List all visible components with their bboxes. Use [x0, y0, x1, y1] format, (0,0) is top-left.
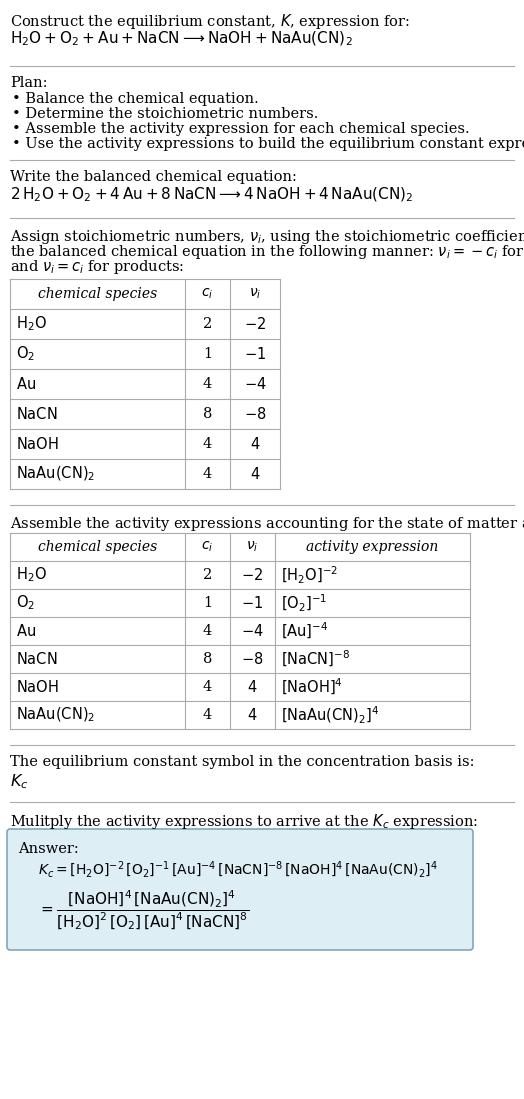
Text: $\mathrm{H_2O + O_2 + Au + NaCN} \longrightarrow \mathrm{NaOH + NaAu(CN)_2}$: $\mathrm{H_2O + O_2 + Au + NaCN} \longri… [10, 30, 353, 48]
Text: $\nu_i$: $\nu_i$ [246, 540, 259, 554]
Text: $\mathrm{O_2}$: $\mathrm{O_2}$ [16, 593, 35, 612]
Text: activity expression: activity expression [307, 540, 439, 554]
Text: $\mathrm{Au}$: $\mathrm{Au}$ [16, 623, 36, 639]
Text: $-2$: $-2$ [242, 567, 264, 582]
Text: chemical species: chemical species [38, 287, 157, 301]
Text: 4: 4 [203, 624, 212, 639]
Text: The equilibrium constant symbol in the concentration basis is:: The equilibrium constant symbol in the c… [10, 755, 475, 769]
Text: • Use the activity expressions to build the equilibrium constant expression.: • Use the activity expressions to build … [12, 137, 524, 151]
Text: $-8$: $-8$ [241, 651, 264, 667]
Text: $4$: $4$ [250, 466, 260, 482]
Text: $= \dfrac{[\mathrm{NaOH}]^{4}\,[\mathrm{NaAu(CN)_2}]^{4}}{[\mathrm{H_2O}]^{2}\,[: $= \dfrac{[\mathrm{NaOH}]^{4}\,[\mathrm{… [38, 888, 249, 932]
Text: $\mathrm{NaCN}$: $\mathrm{NaCN}$ [16, 406, 58, 422]
Text: $4$: $4$ [247, 707, 258, 723]
Text: $\nu_i$: $\nu_i$ [249, 287, 261, 301]
Text: $\mathrm{H_2O}$: $\mathrm{H_2O}$ [16, 566, 47, 585]
Text: $[\mathrm{NaOH}]^{4}$: $[\mathrm{NaOH}]^{4}$ [281, 677, 343, 697]
Text: • Assemble the activity expression for each chemical species.: • Assemble the activity expression for e… [12, 122, 470, 136]
Text: $\mathrm{H_2O}$: $\mathrm{H_2O}$ [16, 314, 47, 333]
Text: $\mathrm{NaOH}$: $\mathrm{NaOH}$ [16, 679, 59, 695]
Text: Construct the equilibrium constant, $K$, expression for:: Construct the equilibrium constant, $K$,… [10, 12, 410, 31]
Text: 4: 4 [203, 708, 212, 722]
Text: chemical species: chemical species [38, 540, 157, 554]
Text: $-4$: $-4$ [241, 623, 264, 639]
Text: $\mathrm{2\,H_2O + O_2 + 4\,Au + 8\,NaCN} \longrightarrow \mathrm{4\,NaOH + 4\,N: $\mathrm{2\,H_2O + O_2 + 4\,Au + 8\,NaCN… [10, 186, 413, 204]
Text: $c_i$: $c_i$ [201, 287, 214, 301]
Text: $K_c = [\mathrm{H_2O}]^{-2}\,[\mathrm{O_2}]^{-1}\,[\mathrm{Au}]^{-4}\,[\mathrm{N: $K_c = [\mathrm{H_2O}]^{-2}\,[\mathrm{O_… [38, 861, 438, 880]
Text: 4: 4 [203, 467, 212, 481]
Text: $-1$: $-1$ [244, 346, 266, 362]
Text: $c_i$: $c_i$ [201, 540, 214, 554]
Text: $\mathrm{O_2}$: $\mathrm{O_2}$ [16, 345, 35, 364]
Text: 8: 8 [203, 652, 212, 666]
Text: 1: 1 [203, 347, 212, 360]
Text: $[\mathrm{Au}]^{-4}$: $[\mathrm{Au}]^{-4}$ [281, 621, 329, 641]
Text: $\mathrm{NaAu(CN)_2}$: $\mathrm{NaAu(CN)_2}$ [16, 465, 95, 484]
Text: 4: 4 [203, 680, 212, 693]
Text: 4: 4 [203, 437, 212, 451]
FancyBboxPatch shape [7, 829, 473, 950]
Text: $\mathrm{NaAu(CN)_2}$: $\mathrm{NaAu(CN)_2}$ [16, 706, 95, 724]
Text: Assemble the activity expressions accounting for the state of matter and $\nu_i$: Assemble the activity expressions accoun… [10, 515, 524, 533]
Text: $-1$: $-1$ [242, 595, 264, 611]
Text: 4: 4 [203, 377, 212, 391]
Text: 8: 8 [203, 407, 212, 421]
Text: $\mathrm{Au}$: $\mathrm{Au}$ [16, 376, 36, 392]
Text: Mulitply the activity expressions to arrive at the $K_c$ expression:: Mulitply the activity expressions to arr… [10, 812, 478, 831]
Text: Write the balanced chemical equation:: Write the balanced chemical equation: [10, 170, 297, 184]
Text: $-2$: $-2$ [244, 317, 266, 332]
Text: $K_c$: $K_c$ [10, 771, 28, 790]
Text: • Determine the stoichiometric numbers.: • Determine the stoichiometric numbers. [12, 107, 319, 121]
Text: • Balance the chemical equation.: • Balance the chemical equation. [12, 92, 259, 106]
Text: and $\nu_i = c_i$ for products:: and $\nu_i = c_i$ for products: [10, 258, 184, 276]
Text: 2: 2 [203, 568, 212, 582]
Text: $4$: $4$ [250, 436, 260, 452]
Text: $[\mathrm{NaCN}]^{-8}$: $[\mathrm{NaCN}]^{-8}$ [281, 648, 350, 669]
Text: $-4$: $-4$ [244, 376, 266, 392]
Text: $[\mathrm{H_2O}]^{-2}$: $[\mathrm{H_2O}]^{-2}$ [281, 565, 338, 586]
Text: $\mathrm{NaOH}$: $\mathrm{NaOH}$ [16, 436, 59, 452]
Text: Assign stoichiometric numbers, $\nu_i$, using the stoichiometric coefficients, $: Assign stoichiometric numbers, $\nu_i$, … [10, 227, 524, 246]
Text: $-8$: $-8$ [244, 406, 266, 422]
Text: Answer:: Answer: [18, 842, 79, 856]
Text: $[\mathrm{NaAu(CN)_2}]^{4}$: $[\mathrm{NaAu(CN)_2}]^{4}$ [281, 704, 379, 725]
Text: the balanced chemical equation in the following manner: $\nu_i = -c_i$ for react: the balanced chemical equation in the fo… [10, 243, 524, 260]
Text: 2: 2 [203, 317, 212, 331]
Text: $[\mathrm{O_2}]^{-1}$: $[\mathrm{O_2}]^{-1}$ [281, 592, 328, 613]
Text: 1: 1 [203, 596, 212, 610]
Text: $4$: $4$ [247, 679, 258, 695]
Text: $\mathrm{NaCN}$: $\mathrm{NaCN}$ [16, 651, 58, 667]
Text: Plan:: Plan: [10, 76, 48, 90]
